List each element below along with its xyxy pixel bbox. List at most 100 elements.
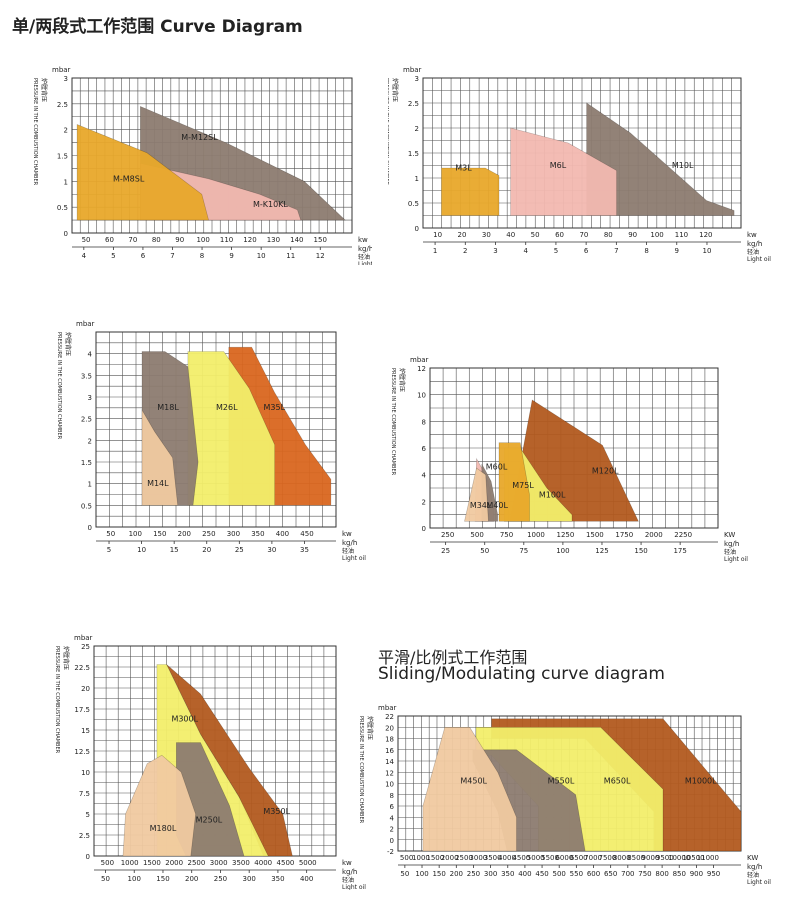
x-tick-label: 6500 — [570, 854, 588, 862]
y-tick-label: 17.5 — [74, 706, 90, 714]
x2-tick-label: 30 — [267, 546, 276, 554]
x2-tick-label: 150 — [634, 547, 647, 555]
x-tick-label: 1500 — [426, 854, 444, 862]
x-tick-label: 2500 — [188, 859, 206, 867]
x-tick-label: 5500 — [541, 854, 559, 862]
x2-label-cn: 轻油 — [342, 876, 354, 884]
y-tick-label: 0 — [390, 837, 394, 845]
y-axis-label-cn: 炉膛背压 — [366, 716, 374, 740]
x-tick-label: 150 — [153, 530, 166, 538]
x-tick-label: 2000 — [165, 859, 183, 867]
series-label-m100l: M100L — [539, 490, 566, 499]
y-unit-label: mbar — [74, 634, 93, 642]
x2-label-en: Light oil — [342, 884, 366, 890]
x-tick-label: 3500 — [232, 859, 250, 867]
x-tick-label: 50 — [82, 236, 91, 244]
x2-tick-label: 25 — [235, 546, 244, 554]
y-tick-label: 3 — [415, 75, 419, 83]
x2-tick-label: 250 — [214, 875, 227, 883]
y-tick-label: 2 — [64, 127, 68, 135]
x-unit-label: kw — [358, 236, 368, 244]
y-tick-label: 4 — [390, 814, 395, 822]
x-unit-label: kw — [342, 530, 352, 538]
x-tick-label: 500 — [470, 531, 483, 539]
x-tick-label: 500 — [101, 859, 114, 867]
y-tick-label: 5 — [86, 811, 90, 819]
y-axis-label-cn: 炉膛背压 — [40, 78, 48, 102]
curve-diagram-c4: M120L M100L M75L M60L M40L M34L 0 2 4 6 8 10 12 mbar P… — [380, 352, 790, 572]
series-label-m40l: M40L — [486, 501, 508, 510]
x2-label-cn: 轻油 — [358, 253, 370, 261]
y-tick-label: 0 — [64, 230, 68, 238]
x2-tick-label: 500 — [553, 870, 566, 878]
series-label-m10l: M10L — [672, 161, 694, 170]
y-tick-label: 0 — [86, 853, 90, 861]
y-tick-label: 2.5 — [57, 101, 68, 109]
x-tick-label: 1250 — [557, 531, 575, 539]
y-tick-label: 3 — [88, 394, 92, 402]
x-tick-label: 50 — [106, 530, 115, 538]
x2-tick-label: 25 — [441, 547, 450, 555]
x2-tick-label: 50 — [400, 870, 409, 878]
x-tick-label: 3000 — [210, 859, 228, 867]
x2-tick-label: 50 — [101, 875, 110, 883]
curve-diagram-c6: M1000L M650L M550L M450L -2 0 2 4 6 8 10 12 14 16 18 20… — [356, 700, 796, 898]
series-label-m3l: M3L — [455, 164, 472, 173]
x2-tick-label: 200 — [450, 870, 463, 878]
x-tick-label: 1000 — [121, 859, 139, 867]
series-label-m-m12sl: M-M12SL — [181, 133, 218, 142]
y-tick-label: 2 — [390, 826, 394, 834]
series-area-m75l — [498, 442, 530, 522]
y-unit-label: mbar — [378, 704, 397, 712]
y-tick-label: 1 — [88, 481, 92, 489]
sliding-section-title-cn: 平滑/比例式工作范围 — [378, 648, 528, 667]
series-label-m14l: M14L — [147, 479, 169, 488]
x2-label-en: Light oil — [724, 556, 748, 563]
x2-label-cn: 轻油 — [724, 548, 736, 556]
y-tick-label: 4 — [88, 351, 93, 359]
y-tick-label: 25 — [81, 643, 90, 651]
series-label-m-k10kl: M-K10KL — [253, 200, 288, 209]
x2-tick-label: 450 — [535, 870, 548, 878]
x-tick-label: 70 — [128, 236, 137, 244]
y-tick-label: 12.5 — [74, 748, 90, 756]
y-tick-label: 0 — [415, 225, 419, 233]
x2-tick-label: 4 — [82, 252, 87, 260]
x-tick-label: 400 — [276, 530, 289, 538]
x2-tick-label: 400 — [518, 870, 531, 878]
y-tick-label: 16 — [385, 747, 394, 755]
series-label-m35l: M35L — [263, 403, 285, 412]
y-axis-label: PRESSURE IN THE COMBUSTION CHAMBER — [54, 646, 60, 754]
x-tick-label: 120 — [699, 231, 712, 239]
x-tick-label: 1500 — [143, 859, 161, 867]
x-unit-label: KW — [747, 854, 758, 862]
x-tick-label: 2000 — [441, 854, 459, 862]
series-label-m650l: M650L — [604, 777, 631, 786]
x2-label-cn: 轻油 — [747, 248, 759, 256]
y-tick-label: 0 — [88, 524, 92, 532]
x2-tick-label: 8 — [200, 252, 204, 260]
x-tick-label: 110 — [220, 236, 233, 244]
x-tick-label: 2250 — [674, 531, 692, 539]
series-area-m450l — [422, 726, 517, 852]
y-tick-label: -2 — [387, 848, 394, 856]
y-unit-label: mbar — [403, 66, 422, 74]
x2-tick-label: 2 — [463, 247, 467, 255]
x2-tick-label: 125 — [595, 547, 608, 555]
chart-svg-c6: M1000L M650L M550L M450L -2 0 2 4 6 8 10 12 14 16 18 20… — [358, 704, 771, 886]
x-tick-label: 250 — [441, 531, 454, 539]
y-unit-label: mbar — [410, 356, 429, 364]
series-label-m1000l: M1000L — [685, 777, 717, 786]
x2-label-en: Light oil — [358, 261, 372, 265]
y-tick-label: 2.5 — [79, 832, 90, 840]
x-tick-label: 140 — [290, 236, 303, 244]
y-tick-label: 18 — [385, 736, 394, 744]
x2-tick-label: 35 — [300, 546, 309, 554]
x2-tick-label: 700 — [621, 870, 634, 878]
x2-unit-label: kg/h — [747, 240, 762, 248]
x-tick-label: 200 — [178, 530, 191, 538]
y-axis-label: PRESSURE IN THE COMBUSTION CHAMBER — [388, 78, 389, 186]
